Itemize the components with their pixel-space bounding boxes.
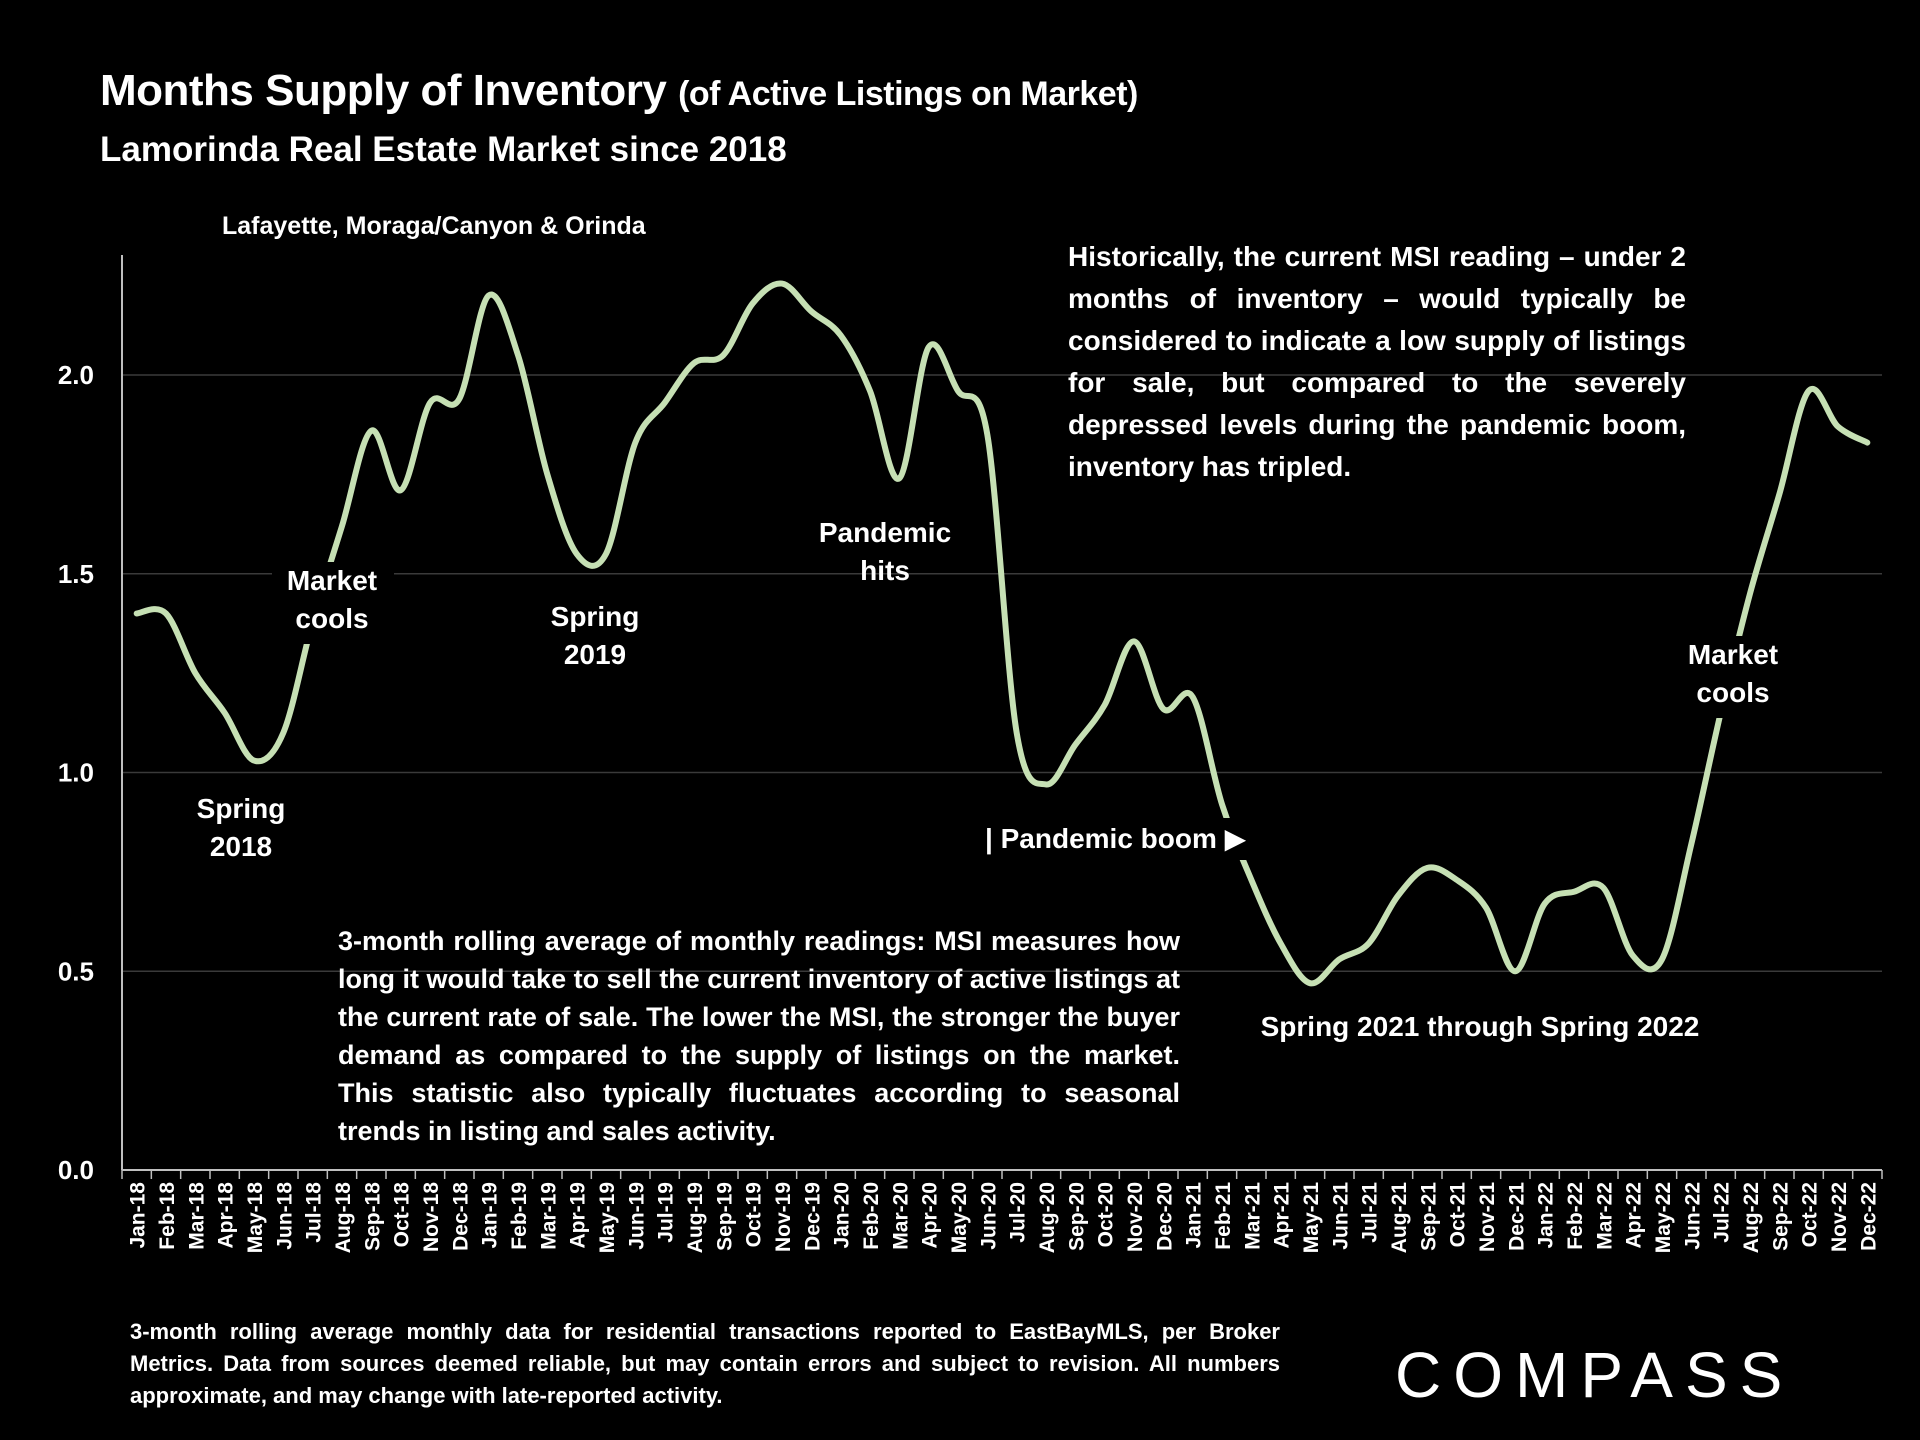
x-tick-label: Jun-22: [1681, 1182, 1704, 1250]
x-tick-label: Jan-21: [1183, 1182, 1206, 1249]
y-tick-label: 0.0: [58, 1155, 94, 1185]
x-tick-label: Feb-19: [508, 1182, 531, 1250]
x-tick-label: Apr-22: [1623, 1182, 1646, 1249]
label-mask: [1668, 636, 1798, 718]
region-label: Lafayette, Moraga/Canyon & Orinda: [222, 212, 646, 240]
x-tick-label: Sep-19: [713, 1182, 736, 1251]
y-tick-label: 1.0: [58, 758, 94, 788]
x-tick-label: Jun-18: [273, 1182, 296, 1250]
x-tick-label: Mar-20: [889, 1182, 912, 1250]
x-tick-label: Jun-19: [625, 1182, 648, 1250]
x-tick-label: Dec-18: [449, 1182, 472, 1251]
x-tick-label: Oct-19: [743, 1182, 766, 1247]
x-tick-label: Oct-22: [1799, 1182, 1822, 1247]
x-tick-label: Apr-20: [919, 1182, 942, 1249]
x-tick-label: May-18: [244, 1182, 267, 1254]
annotation-market-cools-2018: Market cools: [286, 565, 378, 634]
annotation-spring-2021-2022: Spring 2021 through Spring 2022: [1260, 1011, 1700, 1042]
x-tick-label: Jun-20: [977, 1182, 1000, 1250]
x-tick-label: Mar-21: [1241, 1182, 1264, 1250]
x-tick-label: Dec-21: [1505, 1182, 1528, 1251]
y-tick-label: 0.5: [58, 956, 94, 986]
x-tick-label: Nov-21: [1476, 1182, 1499, 1252]
x-tick-label: Oct-18: [391, 1182, 414, 1248]
annotation-pandemic-hits: Pandemic hits: [818, 517, 952, 586]
chart-title-suffix: (of Active Listings on Market): [678, 75, 1138, 113]
x-tick-label: Dec-20: [1153, 1182, 1176, 1251]
x-tick-label: May-21: [1300, 1182, 1323, 1254]
x-tick-label: Mar-22: [1593, 1182, 1616, 1250]
y-tick-label: 1.5: [58, 559, 94, 589]
x-tick-label: Jul-18: [303, 1182, 326, 1243]
x-tick-label: Jan-22: [1535, 1182, 1558, 1249]
x-tick-label: Sep-18: [361, 1182, 384, 1251]
x-tick-label: Aug-18: [332, 1182, 355, 1253]
footnote: 3-month rolling average monthly data for…: [130, 1319, 1280, 1408]
annotation-pandemic-boom: | Pandemic boom ▶: [985, 823, 1247, 854]
x-tick-label: Mar-18: [185, 1182, 208, 1250]
x-tick-label: Sep-20: [1065, 1182, 1088, 1251]
x-tick-label: Feb-22: [1564, 1182, 1587, 1250]
x-tick-label: Dec-22: [1857, 1182, 1880, 1251]
x-tick-label: Aug-22: [1740, 1182, 1763, 1253]
label-mask: [272, 562, 394, 644]
x-tick-label: Apr-19: [567, 1182, 590, 1249]
x-tick-label: Nov-22: [1828, 1182, 1851, 1252]
compass-logo: COMPASS: [1395, 1339, 1795, 1411]
annotation-spring-2019: Spring 2019: [550, 601, 640, 670]
x-tick-label: Jul-22: [1711, 1182, 1734, 1243]
annotation-spring-2018: Spring 2018: [196, 793, 286, 862]
x-tick-label: Aug-20: [1036, 1182, 1059, 1253]
y-axis: 0.0 0.5 1.0 1.5 2.0: [58, 255, 123, 1185]
x-tick-label: May-19: [596, 1182, 619, 1253]
x-tick-label: Jul-19: [655, 1182, 678, 1243]
label-mask: [985, 818, 1270, 860]
chart-subtitle: Lamorinda Real Estate Market since 2018: [100, 130, 787, 169]
historical-note: Historically, the current MSI reading – …: [1068, 241, 1686, 482]
x-tick-label: Jul-20: [1007, 1182, 1030, 1243]
x-tick-label: Mar-19: [537, 1182, 560, 1250]
x-axis: Jan-18 Feb-18 Mar-18 Apr-18 May-18 Jun-18 Jul-…: [121, 1169, 1883, 1254]
x-tick-label: Aug-21: [1388, 1182, 1411, 1253]
x-tick-label: Jan-20: [831, 1182, 854, 1249]
x-tick-label: May-22: [1652, 1182, 1675, 1253]
chart-title-main: Months Supply of Inventory: [100, 66, 667, 115]
x-tick-label: Jul-21: [1359, 1182, 1382, 1243]
x-tick-label: Sep-21: [1417, 1182, 1440, 1251]
x-tick-label: Sep-22: [1769, 1182, 1792, 1251]
y-tick-label: 2.0: [58, 360, 94, 390]
x-tick-label: Feb-20: [860, 1182, 883, 1250]
x-tick-label: Apr-21: [1271, 1182, 1294, 1249]
msi-series-line: [133, 280, 1871, 987]
x-tick-label: Oct-20: [1095, 1182, 1118, 1247]
x-tick-label: Jan-18: [127, 1182, 150, 1249]
x-tick-label: May-20: [948, 1182, 971, 1253]
x-tick-label: Feb-18: [156, 1182, 179, 1250]
x-tick-label: Jun-21: [1329, 1182, 1352, 1250]
method-note: 3-month rolling average of monthly readi…: [338, 926, 1180, 1146]
annotation-masks: [272, 562, 1798, 860]
x-tick-label: Nov-19: [772, 1182, 795, 1252]
x-tick-label: Aug-19: [684, 1182, 707, 1253]
x-tick-label: Feb-21: [1212, 1182, 1235, 1250]
x-tick-label: Jan-19: [479, 1182, 502, 1249]
x-tick-label: Oct-21: [1447, 1182, 1470, 1248]
x-tick-label: Nov-20: [1124, 1182, 1147, 1252]
annotation-market-cools-2022: Market cools: [1687, 639, 1779, 708]
x-tick-label: Nov-18: [420, 1182, 443, 1252]
x-tick-label: Dec-19: [801, 1182, 824, 1251]
chart-title: Months Supply of Inventory (of Active Li…: [100, 66, 1138, 116]
x-tick-label: Apr-18: [215, 1182, 238, 1249]
